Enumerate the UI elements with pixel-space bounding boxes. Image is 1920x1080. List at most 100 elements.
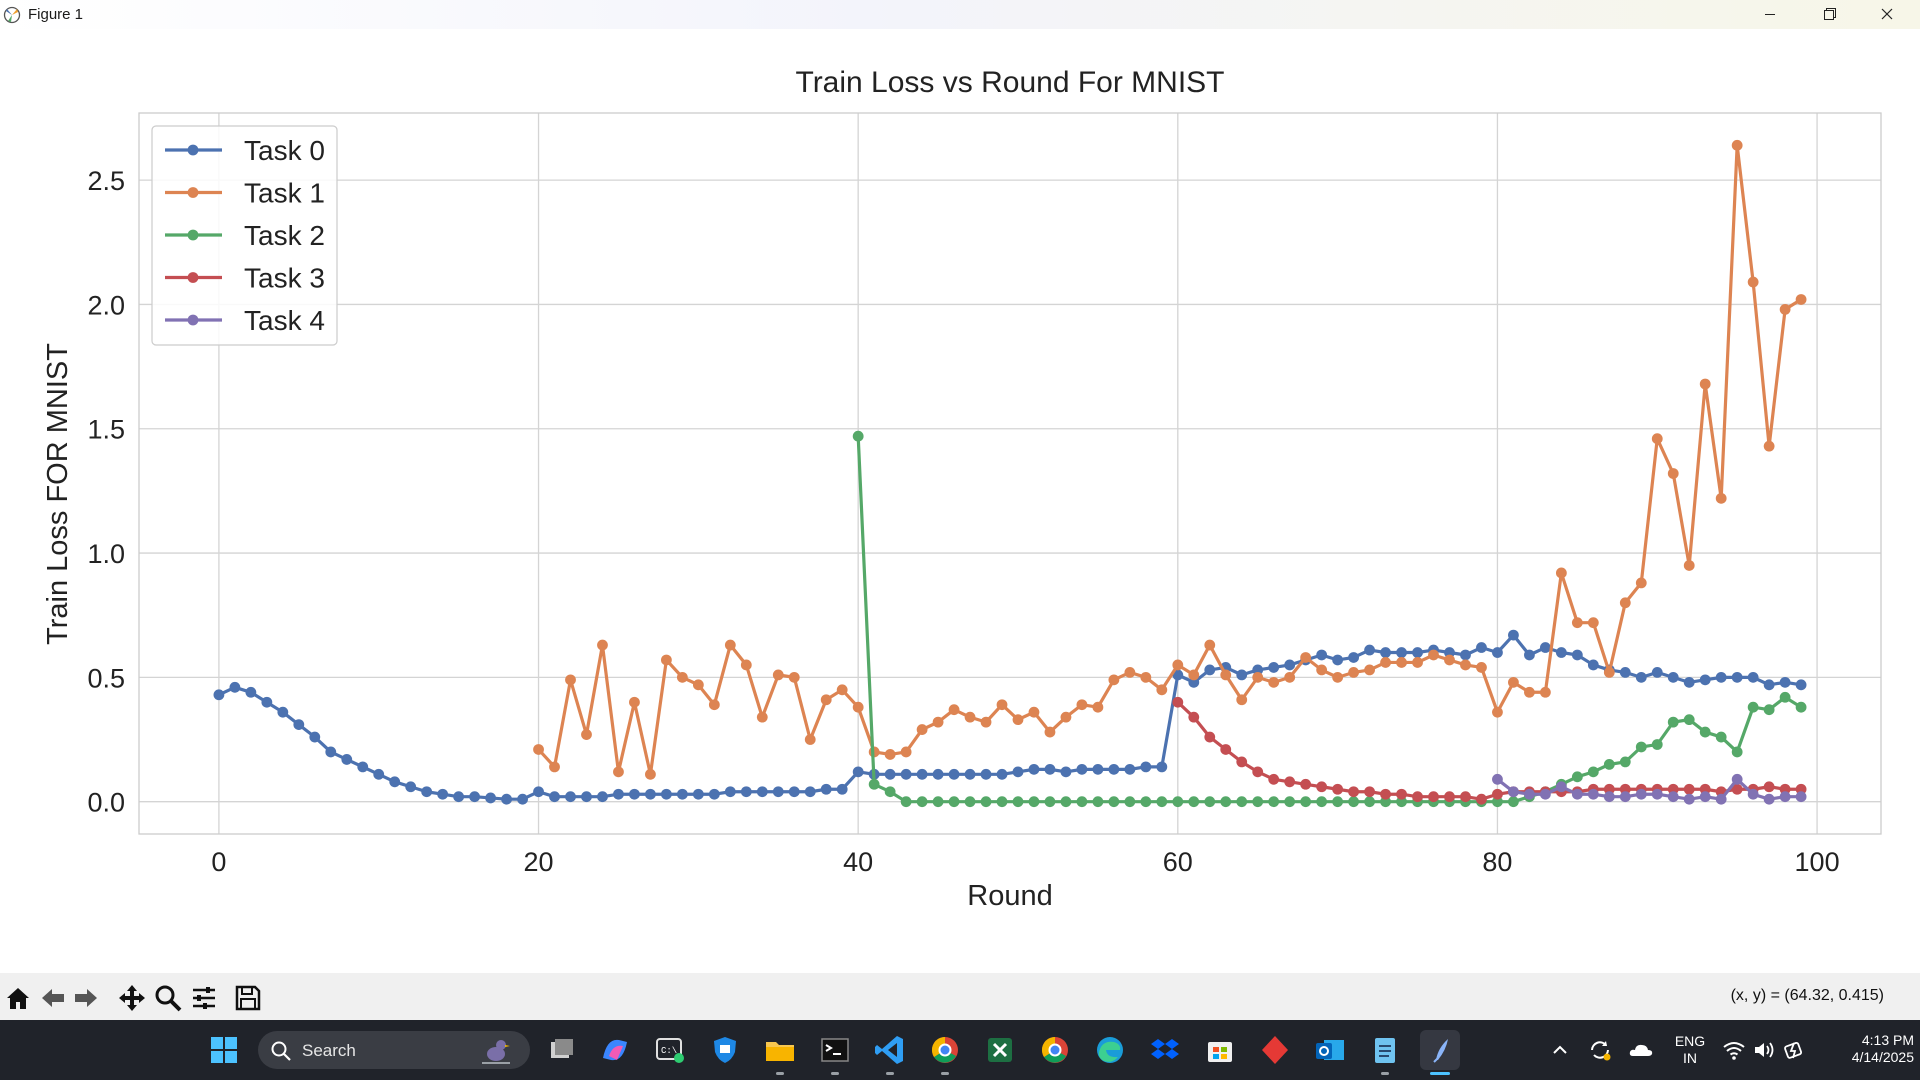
defender-button[interactable] — [705, 1030, 745, 1070]
y-tick-label: 2.0 — [87, 290, 125, 320]
copilot-button[interactable] — [595, 1030, 635, 1070]
figure-canvas[interactable]: 0 20 40 60 80 100 0.0 0.5 1.0 1.5 2.0 2.5 Train Los… — [0, 29, 1920, 973]
data-point — [788, 671, 800, 683]
data-point — [1156, 684, 1168, 696]
legend-label: Task 1 — [244, 178, 325, 209]
chevron-up-icon[interactable] — [1550, 1040, 1570, 1060]
sync-icon[interactable] — [1587, 1037, 1613, 1063]
running-indicator — [776, 1072, 784, 1075]
data-point — [1444, 647, 1455, 658]
legend-label: Task 0 — [244, 135, 325, 166]
data-point — [1619, 666, 1631, 678]
restore-button[interactable] — [1800, 0, 1858, 29]
data-point — [1763, 781, 1775, 793]
legend-label: Task 3 — [244, 263, 325, 294]
terminal-button[interactable]: C:\ — [649, 1030, 689, 1070]
pan-icon[interactable] — [117, 983, 147, 1013]
language-indicator[interactable]: ENG IN — [1672, 1033, 1708, 1067]
y-axis-label: Train Loss FOR MNIST — [42, 343, 74, 645]
notepad-button[interactable] — [1365, 1030, 1405, 1070]
data-point — [565, 674, 576, 686]
excel-button[interactable] — [980, 1030, 1020, 1070]
data-point — [932, 716, 944, 728]
data-point — [1667, 783, 1679, 795]
minimize-icon — [1765, 14, 1775, 15]
data-point — [820, 783, 832, 795]
dropbox-button[interactable] — [1145, 1030, 1185, 1070]
language-code: ENG — [1674, 1033, 1706, 1049]
data-point — [1603, 666, 1615, 678]
edge-button[interactable] — [1090, 1030, 1130, 1070]
data-point — [581, 791, 592, 803]
legend-marker — [187, 272, 199, 283]
forward-icon[interactable] — [71, 983, 101, 1013]
data-point — [1204, 796, 1216, 808]
data-point — [1268, 662, 1280, 673]
file-explorer-button[interactable] — [760, 1030, 800, 1070]
data-point — [1763, 793, 1775, 805]
vscode-button[interactable] — [870, 1030, 910, 1070]
configure-subplots-icon[interactable] — [189, 983, 219, 1013]
data-point — [1667, 791, 1679, 803]
red-app-button[interactable] — [1255, 1030, 1295, 1070]
data-point — [1172, 659, 1184, 671]
data-point — [1060, 711, 1072, 723]
data-point — [932, 796, 944, 808]
data-point — [1300, 796, 1312, 808]
data-point — [1332, 796, 1344, 808]
close-button[interactable] — [1858, 0, 1916, 29]
home-icon[interactable] — [3, 983, 33, 1013]
defender-icon — [714, 1037, 736, 1063]
battery-charging-icon[interactable] — [1782, 1038, 1806, 1062]
data-point — [1587, 788, 1599, 800]
data-point — [501, 793, 512, 805]
taskbar-search-box[interactable]: Search — [258, 1031, 530, 1069]
data-point — [708, 699, 720, 711]
data-point — [1539, 642, 1551, 653]
data-point — [1140, 671, 1152, 683]
data-point — [437, 788, 449, 800]
data-point — [293, 719, 305, 731]
outlook-button[interactable] — [1310, 1030, 1350, 1070]
onedrive-cloud-icon[interactable] — [1627, 1039, 1655, 1061]
data-point — [1699, 783, 1711, 795]
running-indicator — [886, 1072, 894, 1075]
data-point — [1188, 796, 1200, 808]
cmd-button[interactable] — [815, 1030, 855, 1070]
edge-icon — [1097, 1037, 1123, 1063]
data-point — [948, 796, 960, 808]
data-point — [629, 696, 640, 708]
data-point — [613, 766, 624, 778]
task-view-button[interactable] — [541, 1030, 581, 1070]
windows-start-button[interactable] — [204, 1030, 244, 1070]
data-point — [1428, 791, 1439, 803]
data-point — [1428, 649, 1439, 661]
zoom-icon[interactable] — [153, 983, 183, 1013]
chrome-profile-button[interactable] — [1035, 1030, 1075, 1070]
data-point — [213, 689, 225, 701]
data-point — [692, 788, 704, 800]
microsoft-store-button[interactable] — [1200, 1030, 1240, 1070]
save-icon[interactable] — [233, 983, 263, 1013]
back-icon[interactable] — [38, 983, 68, 1013]
data-point — [1284, 776, 1296, 788]
data-point — [1028, 763, 1040, 775]
data-point — [1204, 664, 1216, 676]
series-task-1 — [533, 139, 1807, 780]
legend-item: Task 1 — [165, 178, 325, 209]
data-point — [1092, 763, 1104, 775]
data-point — [1651, 739, 1663, 750]
data-point — [948, 768, 960, 780]
minimize-button[interactable] — [1741, 0, 1799, 29]
data-point — [1252, 664, 1264, 676]
x-tick-label: 0 — [211, 847, 226, 877]
wifi-icon[interactable] — [1722, 1039, 1746, 1061]
chrome-button[interactable] — [925, 1030, 965, 1070]
volume-icon[interactable] — [1752, 1039, 1776, 1061]
clock[interactable]: 4:13 PM 4/14/2025 — [1820, 1032, 1914, 1066]
data-point — [788, 786, 800, 798]
data-point — [1651, 433, 1663, 445]
data-point — [517, 793, 528, 805]
python-figure-button[interactable] — [1420, 1030, 1460, 1070]
y-tick-label: 1.5 — [87, 415, 125, 445]
